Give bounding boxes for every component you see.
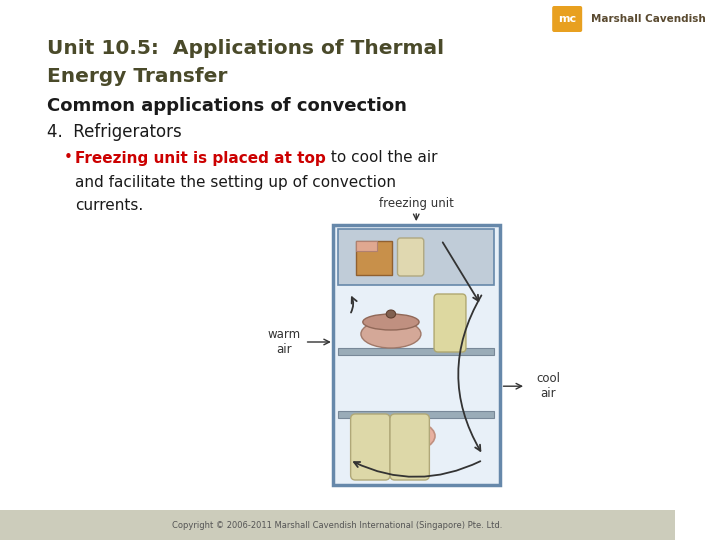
Text: Unit 10.5:  Applications of Thermal: Unit 10.5: Applications of Thermal xyxy=(47,38,444,57)
Text: Copyright © 2006-2011 Marshall Cavendish International (Singapore) Pte. Ltd.: Copyright © 2006-2011 Marshall Cavendish… xyxy=(172,521,503,530)
Bar xyxy=(338,411,494,418)
Bar xyxy=(356,241,377,251)
Ellipse shape xyxy=(386,310,395,318)
Text: warm
air: warm air xyxy=(268,328,301,356)
Text: Common applications of convection: Common applications of convection xyxy=(47,97,407,115)
Text: 4.  Refrigerators: 4. Refrigerators xyxy=(47,123,181,141)
Ellipse shape xyxy=(363,314,419,330)
Text: cool
air: cool air xyxy=(536,372,560,400)
Text: mc: mc xyxy=(558,14,576,24)
Text: currents.: currents. xyxy=(75,199,143,213)
FancyBboxPatch shape xyxy=(390,414,429,480)
FancyBboxPatch shape xyxy=(397,238,424,276)
Text: Freezing unit is placed at top: Freezing unit is placed at top xyxy=(75,151,325,165)
Bar xyxy=(333,225,500,485)
Text: Marshall Cavendish: Marshall Cavendish xyxy=(590,14,706,24)
Text: to cool the air: to cool the air xyxy=(326,151,438,165)
FancyBboxPatch shape xyxy=(351,414,390,480)
Bar xyxy=(0,510,675,540)
Text: freezing unit: freezing unit xyxy=(379,197,454,210)
Bar xyxy=(338,229,494,285)
FancyBboxPatch shape xyxy=(552,6,582,32)
FancyBboxPatch shape xyxy=(434,294,466,352)
Text: and facilitate the setting up of convection: and facilitate the setting up of convect… xyxy=(75,174,396,190)
Text: •: • xyxy=(64,151,73,165)
Bar xyxy=(356,241,392,275)
Bar xyxy=(338,348,494,355)
Ellipse shape xyxy=(366,419,435,453)
Text: Energy Transfer: Energy Transfer xyxy=(47,66,228,85)
Ellipse shape xyxy=(361,320,421,348)
